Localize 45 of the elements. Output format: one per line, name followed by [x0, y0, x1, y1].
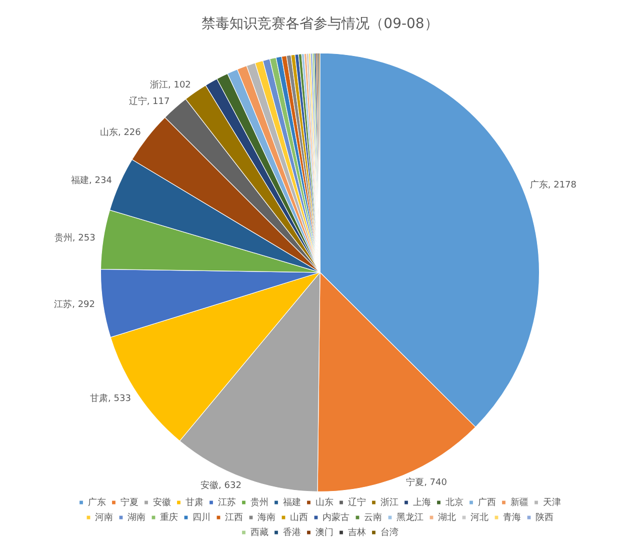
legend-label: 甘肃 [185, 496, 204, 508]
legend-label: 浙江 [380, 496, 398, 508]
data-label: 甘肃, 533 [90, 392, 131, 404]
legend-label: 云南 [364, 512, 382, 523]
legend-label: 宁夏 [120, 496, 138, 508]
legend-label: 天津 [542, 496, 561, 508]
legend-label: 山东 [315, 496, 334, 508]
legend-label: 上海 [412, 496, 431, 508]
legend-label: 山西 [290, 512, 308, 523]
legend-label: 湖北 [438, 512, 456, 523]
legend-label: 福建 [282, 496, 301, 508]
legend-label: 青海 [503, 512, 521, 523]
legend-label: 海南 [258, 512, 276, 523]
legend-label: 辽宁 [348, 496, 366, 508]
legend-label: 北京 [445, 496, 464, 508]
legend-label: 澳门 [315, 526, 334, 538]
legend-label: 西藏 [250, 526, 268, 538]
legend-label: 陕西 [536, 512, 554, 523]
legend-label: 新疆 [510, 496, 528, 508]
data-label: 山东, 226 [100, 126, 142, 138]
legend-label: 香港 [282, 526, 301, 538]
data-label: 江苏, 292 [54, 299, 96, 310]
legend-label: 吉林 [348, 526, 366, 538]
data-label: 安徽, 632 [200, 480, 242, 492]
chart-title: 禁毒知识竞赛各省参与情况（09-08） [202, 16, 438, 32]
legend-label: 安徽 [152, 496, 171, 508]
data-label: 辽宁, 117 [128, 96, 170, 108]
legend-label: 重庆 [160, 512, 178, 523]
legend-label: 广东 [88, 496, 106, 508]
legend-label: 四川 [192, 512, 210, 523]
legend-label: 江西 [225, 512, 243, 523]
legend-label: 河北 [470, 512, 488, 523]
legend-label: 河南 [95, 512, 113, 523]
data-label: 广东, 2178 [530, 179, 577, 190]
legend-label: 江苏 [218, 496, 236, 508]
legend-label: 湖南 [128, 512, 146, 523]
legend-label: 贵州 [250, 496, 268, 508]
legend-label: 黑龙江 [396, 512, 424, 523]
data-label: 宁夏, 740 [406, 477, 448, 488]
data-label: 浙江, 102 [150, 80, 191, 91]
data-label: 福建, 234 [71, 175, 112, 186]
legend-label: 内蒙古 [322, 512, 350, 523]
legend-label: 广西 [478, 496, 496, 508]
legend-label: 台湾 [380, 526, 398, 538]
data-label: 贵州, 253 [54, 232, 96, 244]
